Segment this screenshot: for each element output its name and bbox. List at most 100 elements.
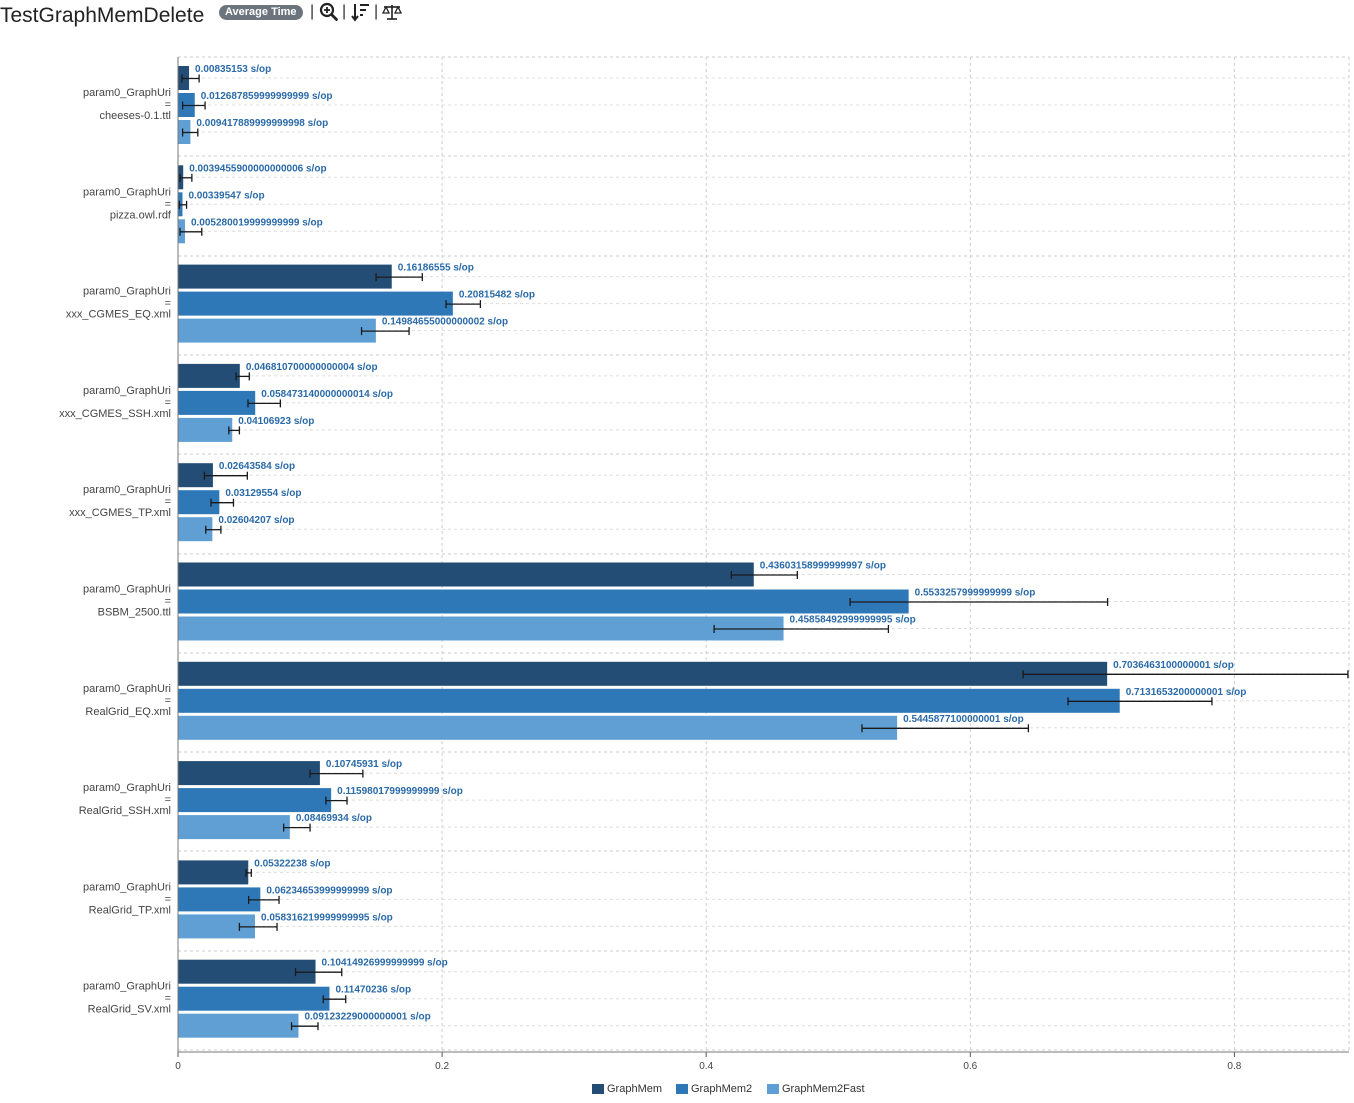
y-label-equals: = bbox=[165, 695, 171, 707]
y-label-file: xxx_CGMES_EQ.xml bbox=[66, 309, 171, 321]
data-label: 0.05322238 s/op bbox=[254, 858, 330, 869]
bar-graphmem bbox=[178, 761, 320, 786]
y-label-param: param0_GraphUri bbox=[83, 484, 171, 496]
data-label: 0.7036463100000001 s/op bbox=[1113, 660, 1234, 671]
data-label: 0.14984655000000002 s/op bbox=[382, 317, 508, 328]
page-title: TestGraphMemDelete bbox=[0, 4, 205, 27]
bar-graphmem bbox=[178, 959, 316, 984]
bar-graphmem bbox=[178, 264, 392, 289]
y-label-equals: = bbox=[165, 893, 171, 905]
data-label: 0.058316219999999995 s/op bbox=[261, 912, 393, 923]
legend-label-graphmem: GraphMem bbox=[607, 1083, 663, 1095]
y-label-equals: = bbox=[165, 496, 171, 508]
data-label: 0.046810700000000004 s/op bbox=[246, 362, 378, 373]
bar-graphmem bbox=[178, 562, 754, 587]
y-label-file: RealGrid_SSH.xml bbox=[79, 805, 171, 817]
chart-header: TestGraphMemDelete Average Time | | | bbox=[0, 0, 1354, 34]
data-label: 0.7131653200000001 s/op bbox=[1126, 687, 1247, 698]
y-label-equals: = bbox=[165, 993, 171, 1005]
y-label-equals: = bbox=[165, 596, 171, 608]
bar-graphmem2 bbox=[178, 291, 453, 316]
bar-graphmem2 bbox=[178, 986, 330, 1011]
data-label: 0.10414926999999999 s/op bbox=[322, 958, 448, 969]
y-label-file: cheeses-0.1.ttl bbox=[99, 110, 171, 122]
bar-graphmem bbox=[178, 363, 240, 388]
y-label-param: param0_GraphUri bbox=[83, 186, 171, 198]
toolbar-separator: | bbox=[374, 3, 379, 20]
legend-swatch-graphmem2 bbox=[676, 1084, 688, 1094]
data-label: 0.04106923 s/op bbox=[238, 416, 314, 427]
y-label-param: param0_GraphUri bbox=[83, 981, 171, 993]
data-label: 0.005280019999999999 s/op bbox=[191, 217, 323, 228]
bar-graphmem2fast bbox=[178, 815, 290, 840]
x-tick-label: 0.4 bbox=[699, 1061, 713, 1072]
y-label-param: param0_GraphUri bbox=[83, 881, 171, 893]
bar-graphmem bbox=[178, 661, 1108, 686]
y-label-file: BSBM_2500.ttl bbox=[98, 607, 171, 619]
data-label: 0.02604207 s/op bbox=[218, 515, 294, 526]
data-label: 0.06234653999999999 s/op bbox=[266, 885, 392, 896]
y-label-file: RealGrid_EQ.xml bbox=[85, 706, 171, 718]
data-label: 0.02643584 s/op bbox=[219, 461, 295, 472]
toolbar-separator: | bbox=[342, 3, 347, 20]
y-label-file: xxx_CGMES_TP.xml bbox=[69, 507, 171, 519]
y-label-equals: = bbox=[165, 99, 171, 111]
bar-graphmem2 bbox=[178, 887, 261, 912]
data-label: 0.058473140000000014 s/op bbox=[261, 389, 393, 400]
x-tick-label: 0.2 bbox=[435, 1061, 449, 1072]
data-label: 0.10745931 s/op bbox=[326, 759, 402, 770]
data-label: 0.09123229000000001 s/op bbox=[304, 1012, 430, 1023]
bar-graphmem2fast bbox=[178, 417, 233, 442]
y-label-file: pizza.owl.rdf bbox=[110, 209, 172, 221]
legend-label-graphmem2: GraphMem2 bbox=[691, 1083, 753, 1095]
y-label-param: param0_GraphUri bbox=[83, 87, 171, 99]
legend-label-graphmem2fast: GraphMem2Fast bbox=[782, 1083, 865, 1095]
data-label: 0.009417889999999998 s/op bbox=[196, 118, 328, 129]
bar-graphmem bbox=[178, 860, 249, 885]
data-label: 0.16186555 s/op bbox=[398, 263, 474, 274]
balance-scale-icon[interactable] bbox=[381, 2, 403, 22]
data-label: 0.43603158999999997 s/op bbox=[760, 561, 886, 572]
data-label: 0.08469934 s/op bbox=[296, 813, 372, 824]
data-label: 0.5445877100000001 s/op bbox=[903, 714, 1024, 725]
data-label: 0.012687859999999999 s/op bbox=[201, 91, 333, 102]
bar-graphmem2 bbox=[178, 390, 256, 415]
toolbar-separator: | bbox=[310, 3, 315, 20]
data-label: 0.11470236 s/op bbox=[335, 985, 411, 996]
y-label-param: param0_GraphUri bbox=[83, 286, 171, 298]
data-label: 0.45858492999999995 s/op bbox=[790, 615, 916, 626]
legend-swatch-graphmem bbox=[592, 1084, 604, 1094]
x-tick-label: 0 bbox=[175, 1061, 181, 1072]
bar-graphmem2fast bbox=[178, 715, 898, 740]
x-tick-label: 0.6 bbox=[963, 1061, 977, 1072]
bar-graphmem2 bbox=[178, 589, 909, 614]
data-label: 0.0039455900000000006 s/op bbox=[189, 163, 326, 174]
bar-graphmem2fast bbox=[178, 616, 784, 641]
data-label: 0.03129554 s/op bbox=[225, 488, 301, 499]
data-label: 0.00339547 s/op bbox=[188, 190, 264, 201]
data-label: 0.5533257999999999 s/op bbox=[915, 588, 1036, 599]
y-label-file: RealGrid_SV.xml bbox=[88, 1004, 171, 1016]
y-label-file: RealGrid_TP.xml bbox=[89, 904, 171, 916]
sort-icon[interactable] bbox=[351, 2, 371, 22]
bar-graphmem2 bbox=[178, 788, 332, 813]
data-label: 0.00835153 s/op bbox=[195, 64, 271, 75]
bar-graphmem2 bbox=[178, 688, 1120, 713]
y-label-equals: = bbox=[165, 298, 171, 310]
y-label-file: xxx_CGMES_SSH.xml bbox=[59, 408, 171, 420]
y-label-param: param0_GraphUri bbox=[83, 584, 171, 596]
y-label-param: param0_GraphUri bbox=[83, 683, 171, 695]
y-label-param: param0_GraphUri bbox=[83, 782, 171, 794]
y-label-equals: = bbox=[165, 198, 171, 210]
y-label-param: param0_GraphUri bbox=[83, 385, 171, 397]
x-tick-label: 0.8 bbox=[1227, 1061, 1241, 1072]
data-label: 0.11598017999999999 s/op bbox=[337, 786, 463, 797]
mode-badge[interactable]: Average Time bbox=[219, 5, 303, 20]
y-label-equals: = bbox=[165, 397, 171, 409]
bar-graphmem2fast bbox=[178, 318, 376, 343]
data-label: 0.20815482 s/op bbox=[459, 290, 535, 301]
bar-graphmem2fast bbox=[178, 1013, 299, 1038]
zoom-in-icon[interactable] bbox=[319, 2, 339, 22]
legend-swatch-graphmem2fast bbox=[767, 1084, 779, 1094]
